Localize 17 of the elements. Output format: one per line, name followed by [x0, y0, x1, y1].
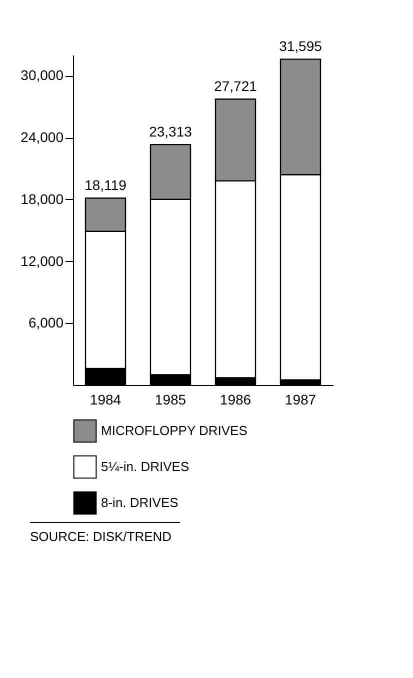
y-tick-label: 18,000	[20, 190, 64, 207]
x-tick-label: 1984	[90, 392, 122, 408]
y-tick-label: 12,000	[20, 252, 64, 269]
x-tick-label: 1986	[220, 392, 252, 408]
legend-label: MICROFLOPPY DRIVES	[101, 423, 248, 438]
total-label: 18,119	[84, 177, 127, 194]
source-note: SOURCE: DISK/TREND	[30, 522, 180, 544]
total-label: 23,313	[149, 124, 192, 140]
total-label: 27,721	[214, 78, 258, 94]
total-label: 31,595	[279, 38, 322, 54]
x-tick-label: 1987	[284, 392, 316, 408]
y-tick-label: 6,000	[28, 314, 64, 331]
legend-label: 5¼-in. DRIVES	[101, 459, 190, 474]
x-tick-label: 1985	[154, 392, 186, 408]
y-tick-label: 30,000	[20, 67, 64, 84]
y-tick-label: 24,000	[20, 129, 64, 145]
legend-label: 8-in. DRIVES	[101, 495, 179, 510]
